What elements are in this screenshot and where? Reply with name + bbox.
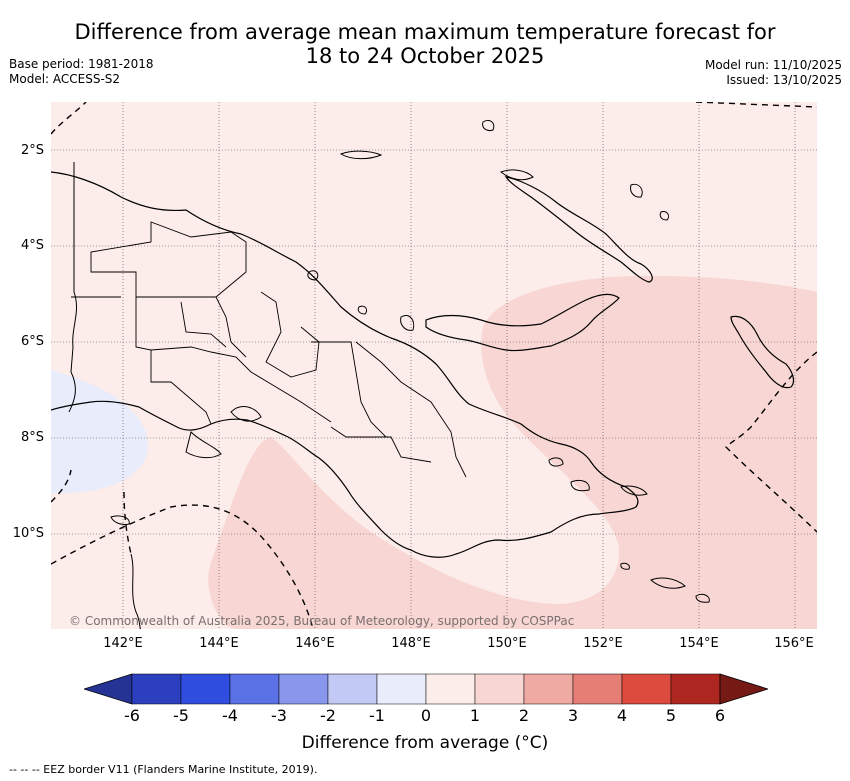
lon-label-152e: 152°E <box>583 636 623 651</box>
delta-islands <box>230 406 262 422</box>
colorbar-tick: -4 <box>222 706 238 725</box>
map-panel[interactable] <box>50 101 818 630</box>
meta-left: Base period: 1981-2018 Model: ACCESS-S2 <box>9 57 154 87</box>
colorbar-tick: -3 <box>271 706 287 725</box>
colorbar-tick: -6 <box>124 706 140 725</box>
lat-label-10s: 10°S <box>12 526 44 541</box>
lon-label-154e: 154°E <box>679 636 719 651</box>
lon-label-146e: 146°E <box>295 636 335 651</box>
colorbar-segment <box>180 673 231 705</box>
lon-label-142e: 142°E <box>103 636 143 651</box>
colorbar-tick: 2 <box>518 706 530 725</box>
title-line-2: 18 to 24 October 2025 <box>305 44 545 68</box>
lat-label-2s: 2°S <box>20 143 44 158</box>
international-border <box>68 162 78 413</box>
copyright-notice: © Commonwealth of Australia 2025, Bureau… <box>69 614 575 628</box>
issued-date: Issued: 13/10/2025 <box>726 73 842 87</box>
colorbar-segment <box>621 673 672 705</box>
cape-york-coastline <box>130 553 142 630</box>
new-hanover-coast <box>500 169 534 181</box>
colorbar-tick: -2 <box>320 706 336 725</box>
bougainville-coastline <box>730 315 795 389</box>
colorbar-segment <box>572 673 623 705</box>
colorbar-tick: 4 <box>616 706 628 725</box>
colorbar-extend-high <box>719 673 768 705</box>
colorbar-tick: 5 <box>665 706 677 725</box>
colorbar-extend-low <box>84 673 133 705</box>
eastern-islands <box>307 183 710 603</box>
map-title: Difference from average mean maximum tem… <box>0 20 850 68</box>
lat-label-6s: 6°S <box>20 334 44 349</box>
meta-right: Model run: 11/10/2025 Issued: 13/10/2025 <box>705 58 842 88</box>
colorbar-tick: 6 <box>714 706 726 725</box>
colorbar-tick: 1 <box>469 706 481 725</box>
lat-label-4s: 4°S <box>20 238 44 253</box>
colorbar-segment <box>327 673 378 705</box>
eez-footnote: -- -- -- EEZ border V11 (Flanders Marine… <box>9 763 318 776</box>
colorbar-tick: -1 <box>369 706 385 725</box>
new-britain-coastline <box>425 293 620 352</box>
lat-label-8s: 8°S <box>20 430 44 445</box>
small-island-coast <box>482 119 495 131</box>
colorbar-segment <box>131 673 182 705</box>
colorbar-segment <box>229 673 280 705</box>
map-canvas[interactable] <box>50 101 818 630</box>
graticule <box>51 102 817 629</box>
colorbar <box>84 673 768 705</box>
anomaly-negative-zone <box>51 370 149 494</box>
colorbar-tick: -5 <box>173 706 189 725</box>
anomaly-positive-zone <box>208 275 817 629</box>
colorbar-segment <box>670 673 721 705</box>
new-guinea-coastline <box>50 171 639 558</box>
lon-label-144e: 144°E <box>199 636 239 651</box>
torres-strait-islands <box>110 515 130 525</box>
colorbar-segment <box>425 673 476 705</box>
colorbar-segment <box>376 673 427 705</box>
colorbar-label: Difference from average (°C) <box>301 733 549 753</box>
gulf-island-coast <box>185 431 222 459</box>
lon-label-156e: 156°E <box>774 636 814 651</box>
title-line-1: Difference from average mean maximum tem… <box>74 20 776 44</box>
colorbar-tick: 0 <box>420 706 432 725</box>
colorbar-segment <box>523 673 574 705</box>
eez-borders <box>50 101 818 630</box>
colorbar-tick: 3 <box>567 706 579 725</box>
model-run: Model run: 11/10/2025 <box>704 58 842 72</box>
base-period: Base period: 1981-2018 <box>9 57 154 71</box>
lon-label-148e: 148°E <box>391 636 431 651</box>
provincial-borders <box>71 221 467 478</box>
new-ireland-coastline <box>504 176 653 283</box>
lon-label-150e: 150°E <box>487 636 527 651</box>
model-name: Model: ACCESS-S2 <box>9 72 121 86</box>
manus-island-coast <box>339 150 383 160</box>
colorbar-segment <box>474 673 525 705</box>
colorbar-segment <box>278 673 329 705</box>
